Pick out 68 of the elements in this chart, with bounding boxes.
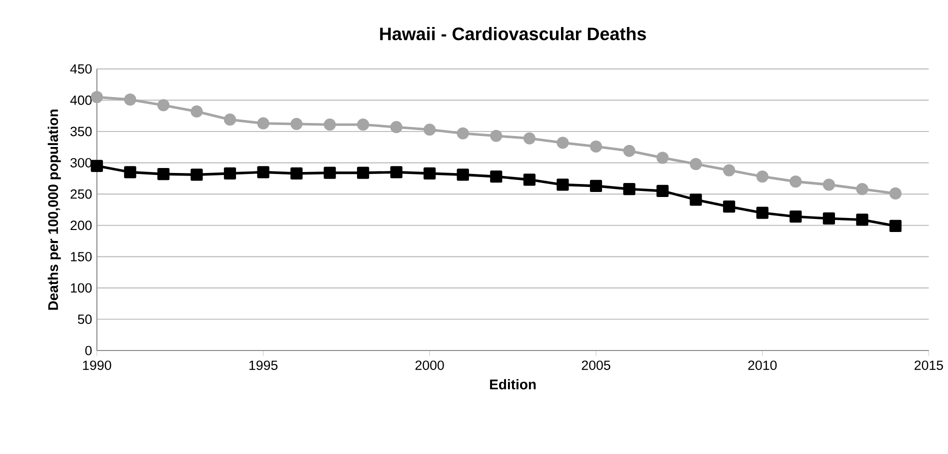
point (490, 170, 502, 182)
point (556, 178, 569, 191)
point (90, 160, 103, 172)
point (290, 118, 303, 130)
point (756, 206, 768, 219)
point (424, 167, 436, 180)
x-tick-label: 2005 (582, 360, 610, 370)
point (590, 180, 602, 192)
point (324, 118, 336, 130)
y-tick-label: 350 (70, 126, 92, 136)
point (756, 170, 768, 182)
point (656, 152, 669, 164)
point (889, 187, 902, 200)
point (623, 144, 636, 157)
x-tick-label: 2000 (415, 360, 444, 370)
y-tick-label: 450 (70, 64, 92, 74)
point (556, 136, 569, 149)
point (523, 132, 536, 144)
point (690, 193, 702, 206)
y-tick-label: 0 (85, 346, 92, 356)
point (157, 98, 170, 112)
point (324, 166, 336, 179)
point (224, 113, 236, 126)
x-axis-title: Edition (490, 378, 536, 390)
point (456, 127, 469, 140)
point (523, 173, 536, 186)
y-tick-label: 250 (70, 189, 92, 199)
point (790, 175, 802, 188)
x-tick-label: 1995 (249, 360, 278, 370)
point (90, 90, 103, 103)
point (124, 93, 136, 106)
point (357, 166, 370, 179)
point (357, 118, 370, 130)
point (822, 212, 835, 224)
chart-title: Hawaii - Cardiovascular Deaths (380, 26, 646, 40)
point (690, 158, 702, 170)
y-tick-label: 200 (70, 220, 92, 230)
point (723, 164, 736, 176)
y-axis-title: Deaths per 100,000 population (48, 109, 61, 310)
y-tick-label: 150 (70, 252, 92, 262)
y-tick-label: 50 (78, 314, 92, 324)
y-tick-label: 400 (70, 95, 92, 105)
point (590, 140, 602, 152)
point (157, 168, 170, 180)
point (790, 210, 802, 222)
point (290, 167, 303, 180)
x-tick-label: 1990 (83, 360, 112, 370)
point (656, 184, 669, 197)
point (424, 123, 436, 136)
point (822, 178, 835, 191)
point (124, 166, 136, 178)
point (623, 182, 636, 195)
point (390, 120, 402, 133)
point (190, 105, 203, 118)
point (856, 182, 868, 195)
x-tick-label: 2015 (914, 360, 944, 370)
point (456, 168, 469, 181)
point (257, 117, 270, 130)
point (490, 130, 502, 142)
point (224, 167, 236, 180)
point (856, 213, 868, 226)
x-tick-label: 2010 (748, 360, 777, 370)
y-tick-label: 100 (70, 283, 92, 292)
point (257, 166, 270, 178)
point (723, 200, 736, 212)
point (390, 166, 402, 178)
point (190, 168, 203, 181)
point (889, 220, 902, 232)
